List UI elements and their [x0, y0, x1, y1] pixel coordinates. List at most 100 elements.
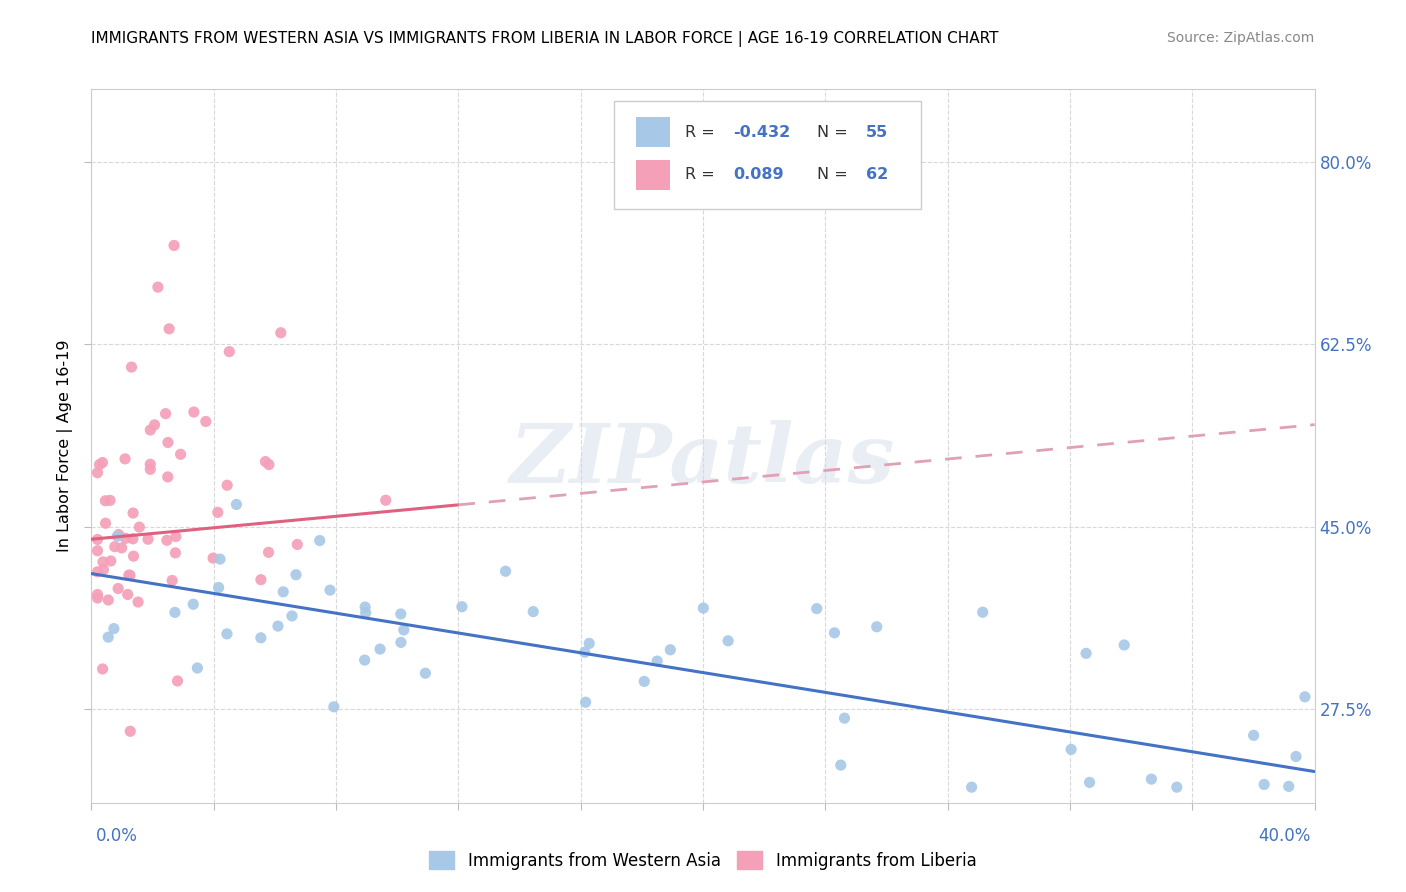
Point	[157, 322, 180, 336]
Point	[117, 587, 139, 601]
Point	[495, 564, 517, 578]
Point	[522, 605, 544, 619]
Point	[1078, 775, 1101, 789]
Text: N =: N =	[817, 168, 852, 182]
Text: -0.432: -0.432	[734, 125, 790, 139]
Point	[250, 631, 273, 645]
Point	[322, 699, 344, 714]
Point	[319, 583, 342, 598]
Point	[122, 506, 145, 520]
Point	[169, 447, 191, 461]
Text: N =: N =	[817, 125, 852, 139]
Point	[250, 573, 273, 587]
Point	[121, 360, 143, 375]
Point	[451, 599, 474, 614]
Text: Source: ZipAtlas.com: Source: ZipAtlas.com	[1167, 31, 1315, 45]
Point	[91, 456, 114, 470]
Text: R =: R =	[685, 125, 720, 139]
Point	[692, 601, 714, 615]
Point	[270, 326, 292, 340]
Point	[257, 545, 280, 559]
Point	[659, 642, 682, 657]
Point	[633, 674, 655, 689]
Point	[254, 455, 277, 469]
Point	[156, 470, 179, 484]
Bar	[636, 117, 671, 147]
Text: 0.089: 0.089	[734, 168, 785, 182]
Point	[156, 533, 179, 548]
Point	[160, 574, 183, 588]
Point	[181, 597, 204, 611]
Point	[139, 462, 162, 476]
Point	[86, 466, 108, 480]
Point	[103, 622, 125, 636]
Point	[111, 541, 134, 555]
Point	[1243, 728, 1265, 742]
Point	[156, 435, 179, 450]
Point	[100, 554, 122, 568]
Point	[353, 653, 375, 667]
Point	[98, 493, 121, 508]
Point	[97, 593, 120, 607]
Point	[118, 568, 141, 582]
Point	[1253, 777, 1275, 791]
Point	[1285, 749, 1308, 764]
FancyBboxPatch shape	[613, 102, 921, 209]
Point	[166, 673, 188, 688]
Point	[285, 567, 308, 582]
Point	[823, 625, 845, 640]
Point	[1166, 780, 1188, 794]
Legend: Immigrants from Western Asia, Immigrants from Liberia: Immigrants from Western Asia, Immigrants…	[423, 845, 983, 877]
Point	[143, 417, 166, 432]
Point	[578, 636, 600, 650]
Point	[415, 666, 437, 681]
Point	[1278, 780, 1301, 794]
Text: IMMIGRANTS FROM WESTERN ASIA VS IMMIGRANTS FROM LIBERIA IN LABOR FORCE | AGE 16-: IMMIGRANTS FROM WESTERN ASIA VS IMMIGRAN…	[91, 31, 998, 47]
Point	[165, 546, 187, 560]
Point	[107, 582, 129, 596]
Point	[830, 758, 852, 772]
Point	[207, 581, 229, 595]
Point	[114, 532, 136, 546]
Text: 62: 62	[866, 168, 889, 182]
Point	[186, 661, 208, 675]
Point	[717, 633, 740, 648]
Point	[86, 587, 108, 601]
Point	[139, 423, 162, 437]
Point	[389, 607, 412, 621]
Point	[308, 533, 330, 548]
Point	[89, 458, 111, 472]
Point	[389, 635, 412, 649]
Point	[139, 457, 162, 471]
Point	[208, 552, 231, 566]
Point	[392, 623, 415, 637]
Point	[136, 532, 159, 546]
Text: 40.0%: 40.0%	[1258, 827, 1310, 845]
Point	[271, 584, 294, 599]
Text: 55: 55	[866, 125, 889, 139]
Point	[354, 606, 377, 620]
Point	[122, 532, 145, 546]
Point	[163, 238, 186, 252]
Point	[574, 645, 596, 659]
Point	[575, 695, 598, 709]
Point	[368, 642, 391, 657]
Point	[97, 630, 120, 644]
Point	[806, 601, 828, 615]
Point	[1060, 742, 1083, 756]
Point	[86, 543, 108, 558]
Point	[86, 533, 108, 547]
Point	[104, 540, 127, 554]
Point	[155, 407, 177, 421]
Point	[105, 529, 128, 543]
Point	[91, 662, 114, 676]
Point	[281, 608, 304, 623]
Point	[972, 605, 994, 619]
Text: R =: R =	[685, 168, 720, 182]
Point	[194, 415, 217, 429]
Point	[91, 555, 114, 569]
Point	[86, 565, 108, 579]
Text: ZIPatlas: ZIPatlas	[510, 420, 896, 500]
Point	[834, 711, 856, 725]
Point	[1114, 638, 1136, 652]
